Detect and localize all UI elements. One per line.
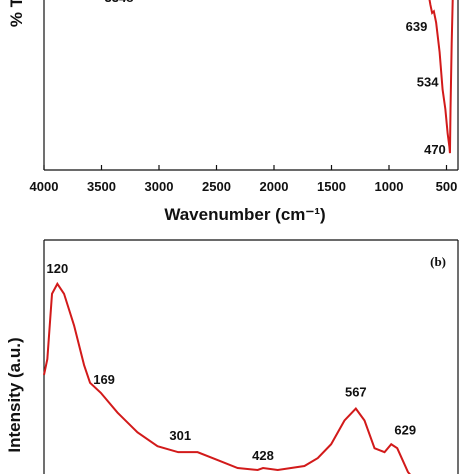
panel-a-x-ticks: 4000 3500 3000 2500 2000 1500 1000 500 [30,165,458,194]
panel-b-peak-labels: 120 169 301 428 567 629 [47,261,417,463]
panel-a-peak-labels: 3348 639 534 470 [105,0,446,157]
panel-a-x-tick-label: 1500 [317,179,346,194]
panel-a-x-tick-label: 3000 [145,179,174,194]
panel-a-x-tick-label: 2500 [202,179,231,194]
panel-a-x-tick-label: 2000 [260,179,289,194]
panel-b-peak-label: 120 [47,261,69,276]
panel-a-peak-label: 639 [406,19,428,34]
panel-a-axes [43,0,459,171]
panel-a-x-tick-label: 500 [436,179,458,194]
panel-b-tag: (b) [430,254,446,269]
panel-a-x-tick-label: 1000 [375,179,404,194]
panel-b: (b) Intensity (a.u.) 120 169 301 428 567 629 [5,239,459,474]
panel-b-peak-label: 169 [93,372,115,387]
panel-a-x-tick-label: 4000 [30,179,59,194]
panel-b-series-line [43,281,411,474]
panel-a-y-axis-label: % T [7,0,26,27]
panel-a-x-axis-label: Wavenumber (cm⁻¹) [164,205,325,224]
panel-b-peak-label: 301 [169,428,191,443]
panel-a-peak-label: 470 [424,142,446,157]
panel-b-peak-label: 567 [345,385,367,400]
panel-a-x-tick-label: 3500 [87,179,116,194]
panel-b-axes [43,239,459,474]
panel-b-y-axis-label: Intensity (a.u.) [5,337,24,452]
panel-b-peak-label: 629 [394,422,416,437]
panel-a-series-line [428,0,454,154]
panel-a-peak-label: 534 [417,74,439,89]
panel-a-peak-label: 3348 [105,0,134,5]
panel-b-peak-label: 428 [252,448,274,463]
panel-a: 4000 3500 3000 2500 2000 1500 1000 500 % T Wave… [7,0,459,224]
